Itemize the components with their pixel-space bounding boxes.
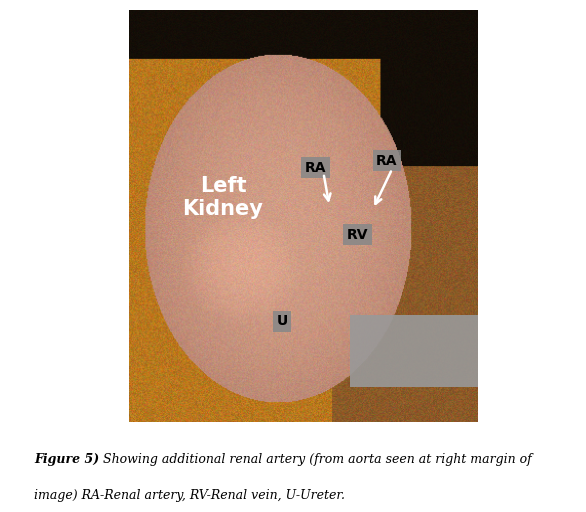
Text: Left
Kidney: Left Kidney: [183, 176, 264, 219]
Text: Showing additional renal artery (from aorta seen at right margin of: Showing additional renal artery (from ao…: [99, 453, 532, 466]
Text: Figure 5): Figure 5): [34, 453, 100, 466]
Text: U: U: [277, 314, 288, 328]
Text: image) RA-Renal artery, RV-Renal vein, U-Ureter.: image) RA-Renal artery, RV-Renal vein, U…: [34, 489, 345, 502]
Text: RA: RA: [305, 161, 326, 175]
Text: RV: RV: [346, 228, 368, 242]
Bar: [350, 315, 478, 388]
Text: RA: RA: [376, 154, 398, 167]
